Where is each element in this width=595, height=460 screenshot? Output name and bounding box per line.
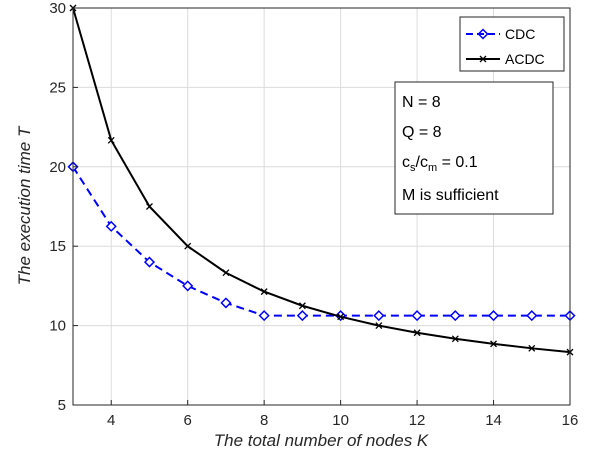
y-tick-label: 20 xyxy=(49,159,66,176)
data-point-cdc xyxy=(449,310,461,322)
legend: CDC ACDC xyxy=(459,16,565,72)
data-point-cdc xyxy=(182,280,194,292)
annotation-n: N = 8 xyxy=(402,94,441,111)
plot-frame xyxy=(72,7,571,406)
x-tick-label: 4 xyxy=(107,412,115,429)
data-point-cdc xyxy=(220,297,232,309)
data-point-acdc xyxy=(337,313,345,321)
axis-ticks: 4 6 8 10 12 14 16 5 10 15 20 25 30 xyxy=(49,0,578,429)
annotation-memory: M is sufficient xyxy=(402,187,499,204)
y-axis-title: The execution time T xyxy=(15,125,34,285)
x-tick-label: 8 xyxy=(260,412,268,429)
data-point-acdc xyxy=(222,269,230,277)
data-point-cdc xyxy=(487,310,500,322)
annotation-frame xyxy=(394,81,554,215)
data-point-acdc xyxy=(298,302,306,310)
x-tick-label: 10 xyxy=(332,412,349,429)
y-tick-label: 5 xyxy=(58,397,66,414)
data-point-cdc xyxy=(526,310,538,322)
data-point-acdc xyxy=(184,242,192,250)
data-point-acdc xyxy=(528,344,536,352)
legend-cdc-label: CDC xyxy=(505,26,535,42)
data-point-cdc xyxy=(296,310,308,322)
data-point-acdc xyxy=(451,335,459,343)
series-line-acdc xyxy=(72,7,571,354)
data-point-cdc xyxy=(143,256,156,268)
data-point-acdc xyxy=(375,322,383,330)
data-point-acdc xyxy=(490,340,497,348)
data-point-acdc xyxy=(146,203,153,210)
data-point-cdc xyxy=(105,220,117,232)
y-tick-label: 15 xyxy=(49,238,66,255)
annotation-box: N = 8 Q = 8 cs/cm = 0.1 M is sufficient xyxy=(394,81,554,215)
x-tick-label: 16 xyxy=(562,412,579,429)
data-point-acdc xyxy=(260,288,268,296)
legend-box xyxy=(459,16,565,72)
annotation-q: Q = 8 xyxy=(402,124,442,141)
legend-acdc-marker xyxy=(479,55,487,63)
series-line-cdc xyxy=(72,166,570,317)
y-tick-label: 10 xyxy=(49,318,66,335)
data-point-cdc xyxy=(411,310,423,322)
data-point-acdc xyxy=(107,136,115,144)
annotation-ratio: cs/cm = 0.1 xyxy=(402,154,478,174)
legend-cdc-marker xyxy=(477,28,489,40)
legend-acdc-label: ACDC xyxy=(505,51,545,67)
x-tick-label: 14 xyxy=(485,412,502,429)
data-point-cdc xyxy=(258,310,270,322)
y-tick-label: 30 xyxy=(49,0,66,17)
x-tick-label: 6 xyxy=(184,412,192,429)
data-point-acdc xyxy=(413,329,421,337)
data-point-cdc xyxy=(373,310,385,322)
x-axis-title: The total number of nodes K xyxy=(214,431,429,450)
x-tick-label: 12 xyxy=(409,412,426,429)
y-tick-label: 25 xyxy=(49,79,66,96)
